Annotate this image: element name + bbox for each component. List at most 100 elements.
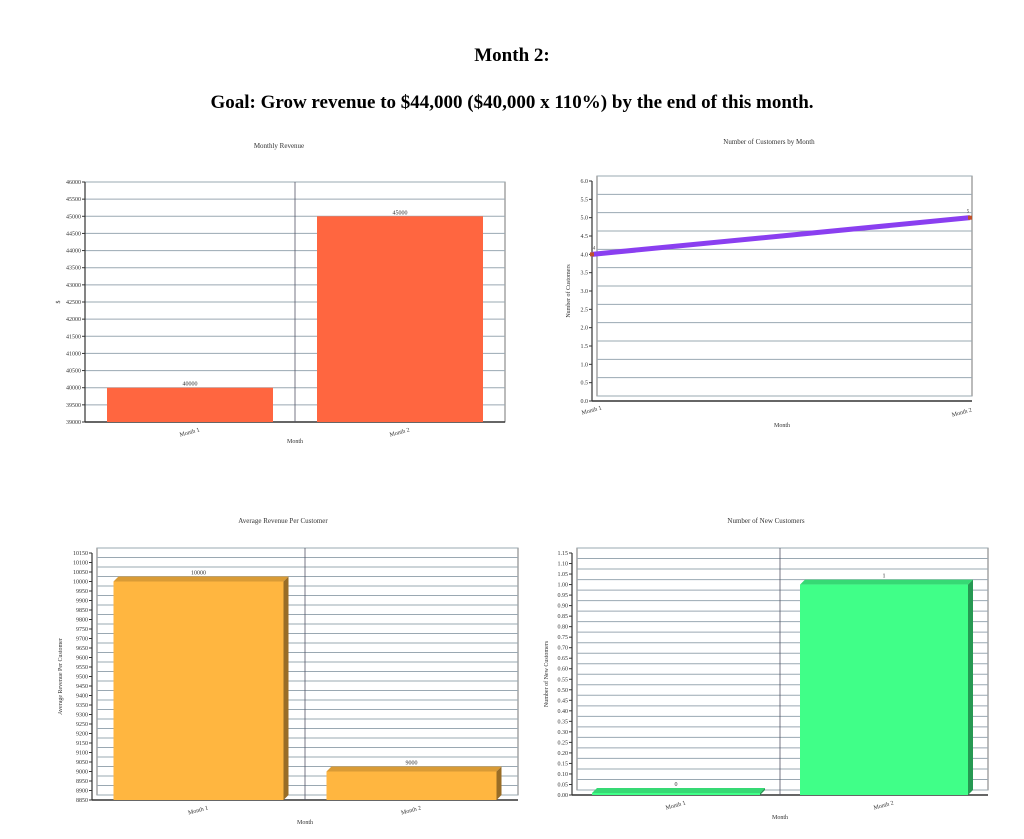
- data-label: 9000: [406, 761, 418, 767]
- chart-title: Average Revenue Per Customer: [238, 517, 328, 525]
- y-tick-label: 42500: [66, 300, 81, 306]
- y-tick-label: 45000: [66, 214, 81, 220]
- x-axis-label: Month: [297, 820, 313, 826]
- y-tick-label: 1.5: [581, 344, 589, 350]
- y-tick-label: 3.0: [581, 289, 589, 295]
- x-tick-label: Month 2: [401, 805, 422, 816]
- bar: [113, 581, 284, 800]
- bar-top: [592, 788, 765, 793]
- y-tick-label: 9450: [76, 684, 88, 690]
- y-axis-label: Number of New Customers: [543, 640, 550, 707]
- chart-1: Monthly Revenue 39000 39500 40000 40500 41000…: [55, 142, 506, 445]
- y-tick-label: 40000: [66, 386, 81, 392]
- y-tick-label: 9400: [76, 694, 88, 700]
- y-tick-label: 9750: [76, 627, 88, 633]
- y-tick-label: 46000: [66, 180, 81, 186]
- bar-top: [326, 766, 502, 772]
- bar: [800, 584, 968, 795]
- data-label: 1: [883, 574, 886, 580]
- chart-title: Monthly Revenue: [254, 142, 304, 150]
- y-tick-label: 5.5: [581, 197, 589, 203]
- y-tick-label: 40500: [66, 369, 81, 375]
- y-tick-label: 9250: [76, 722, 88, 728]
- bar: [317, 216, 483, 422]
- y-tick-label: 9600: [76, 656, 88, 662]
- y-tick-label: 0.20: [558, 751, 569, 757]
- y-tick-label: 0.15: [558, 761, 569, 767]
- bar: [107, 387, 273, 422]
- bar-side: [496, 766, 502, 800]
- y-tick-label: 0.90: [558, 604, 569, 610]
- y-tick-label: 0.5: [581, 381, 589, 387]
- y-tick-label: 44500: [66, 231, 81, 237]
- y-tick-label: 9050: [76, 760, 88, 766]
- y-tick-label: 1.15: [558, 551, 569, 557]
- y-tick-label: 0.75: [558, 635, 569, 641]
- y-tick-label: 9950: [76, 589, 88, 595]
- y-tick-label: 4.0: [581, 252, 589, 258]
- y-tick-label: 1.05: [558, 572, 569, 578]
- y-tick-label: 39500: [66, 403, 81, 409]
- x-tick-label: Month 1: [179, 427, 200, 438]
- y-tick-label: 8900: [76, 789, 88, 795]
- chart-3: Average Revenue Per Customer 8850 8900 8950…: [58, 517, 519, 826]
- bar-side: [283, 576, 289, 800]
- y-tick-label: 43000: [66, 283, 81, 289]
- x-axis-label: Month: [287, 439, 303, 445]
- y-tick-label: 0.35: [558, 719, 569, 725]
- chart-title: Number of New Customers: [727, 517, 804, 525]
- y-tick-label: 0.45: [558, 698, 569, 704]
- y-tick-label: 0.55: [558, 677, 569, 683]
- y-tick-label: 0.95: [558, 593, 569, 599]
- y-tick-label: 39000: [66, 420, 81, 426]
- bar-top: [800, 579, 973, 585]
- y-tick-label: 0.80: [558, 625, 569, 631]
- y-tick-label: 9550: [76, 665, 88, 671]
- data-label: 45000: [393, 210, 408, 216]
- x-tick-label: Month 1: [665, 800, 686, 811]
- y-tick-label: 0.05: [558, 782, 569, 788]
- y-tick-label: 8850: [76, 798, 88, 804]
- y-tick-label: 0.30: [558, 730, 569, 736]
- y-tick-label: 0.40: [558, 709, 569, 715]
- y-tick-label: 10150: [73, 551, 88, 557]
- y-tick-label: 4.5: [581, 234, 589, 240]
- page-heading: Month 2:: [474, 45, 550, 66]
- y-tick-label: 0.85: [558, 614, 569, 620]
- y-tick-label: 5.0: [581, 216, 589, 222]
- y-tick-label: 42000: [66, 317, 81, 323]
- y-tick-label: 3.5: [581, 271, 589, 277]
- chart-4: Number of New Customers 0.00 0.05 0.10 0.15 0…: [543, 517, 989, 821]
- y-tick-label: 9000: [76, 770, 88, 776]
- data-label: 4: [593, 246, 596, 251]
- data-label: 40000: [183, 382, 198, 388]
- y-tick-label: 9700: [76, 637, 88, 643]
- y-tick-label: 9850: [76, 608, 88, 614]
- y-tick-label: 9100: [76, 751, 88, 757]
- y-tick-label: 1.10: [558, 562, 569, 568]
- y-tick-label: 1.00: [558, 583, 569, 589]
- data-point: [968, 215, 972, 220]
- y-tick-label: 9900: [76, 599, 88, 605]
- y-axis-label: $: [55, 301, 62, 304]
- y-tick-label: 9300: [76, 713, 88, 719]
- series-line: [591, 215, 971, 257]
- y-tick-label: 0.70: [558, 646, 569, 652]
- y-tick-label: 41000: [66, 351, 81, 357]
- y-tick-label: 0.00: [558, 793, 569, 799]
- y-axis-label: Average Revenue Per Customer: [58, 638, 64, 715]
- y-tick-label: 0.25: [558, 740, 569, 746]
- y-tick-label: 2.0: [581, 326, 589, 332]
- bar: [326, 771, 497, 800]
- data-label: 10000: [191, 571, 206, 577]
- x-tick-label: Month 2: [389, 427, 410, 438]
- y-tick-label: 8950: [76, 779, 88, 785]
- y-tick-label: 0.0: [581, 399, 589, 405]
- x-tick-label: Month 1: [188, 805, 209, 816]
- bar-side: [968, 579, 973, 795]
- x-axis-label: Month: [774, 423, 790, 429]
- data-label: 0: [675, 782, 678, 788]
- y-tick-label: 41500: [66, 334, 81, 340]
- y-tick-label: 10100: [73, 561, 88, 567]
